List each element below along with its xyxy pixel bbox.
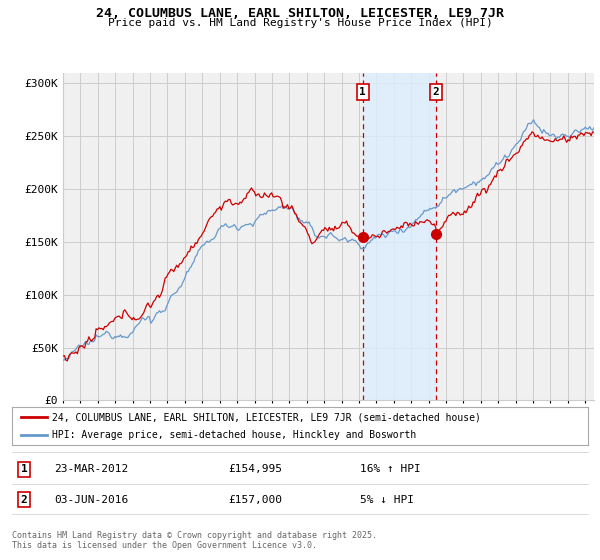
Text: £154,995: £154,995 <box>228 464 282 474</box>
Text: 24, COLUMBUS LANE, EARL SHILTON, LEICESTER, LE9 7JR: 24, COLUMBUS LANE, EARL SHILTON, LEICEST… <box>96 7 504 20</box>
Bar <box>363 73 436 400</box>
Text: 03-JUN-2016: 03-JUN-2016 <box>54 494 128 505</box>
Text: 2: 2 <box>433 87 439 97</box>
Text: 23-MAR-2012: 23-MAR-2012 <box>54 464 128 474</box>
Text: HPI: Average price, semi-detached house, Hinckley and Bosworth: HPI: Average price, semi-detached house,… <box>52 430 416 440</box>
Text: Price paid vs. HM Land Registry's House Price Index (HPI): Price paid vs. HM Land Registry's House … <box>107 18 493 29</box>
Text: 16% ↑ HPI: 16% ↑ HPI <box>360 464 421 474</box>
Text: 1: 1 <box>20 464 28 474</box>
Text: 5% ↓ HPI: 5% ↓ HPI <box>360 494 414 505</box>
Text: 2: 2 <box>20 494 28 505</box>
Text: £157,000: £157,000 <box>228 494 282 505</box>
Text: Contains HM Land Registry data © Crown copyright and database right 2025.
This d: Contains HM Land Registry data © Crown c… <box>12 531 377 550</box>
Text: 1: 1 <box>359 87 366 97</box>
Text: 24, COLUMBUS LANE, EARL SHILTON, LEICESTER, LE9 7JR (semi-detached house): 24, COLUMBUS LANE, EARL SHILTON, LEICEST… <box>52 412 481 422</box>
